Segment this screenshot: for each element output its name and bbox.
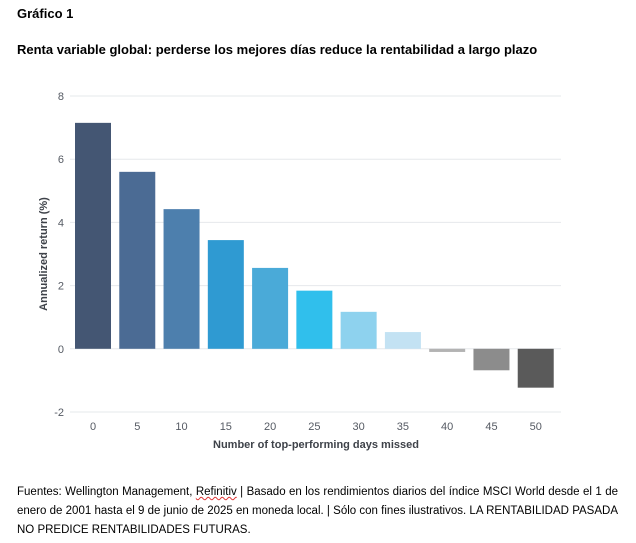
x-tick-label: 20 — [264, 421, 276, 433]
x-tick-label: 50 — [530, 421, 542, 433]
bar-50 — [517, 348, 554, 388]
bar-15 — [207, 240, 244, 349]
x-tick-label: 30 — [353, 421, 365, 433]
x-tick-label: 40 — [441, 421, 453, 433]
bar-5 — [119, 171, 156, 349]
y-tick-label: 0 — [58, 344, 64, 356]
y-axis-ticks: -2 0 2 4 6 8 — [54, 91, 64, 419]
y-tick-label: 8 — [58, 91, 64, 103]
x-tick-label: 35 — [397, 421, 409, 433]
source-text-end: | Basado en los rendimientos diarios del… — [17, 486, 618, 536]
chart-title: Renta variable global: perderse los mejo… — [17, 42, 538, 57]
bar-25 — [296, 290, 333, 349]
source-flagged-word: Refinitiv — [195, 486, 237, 498]
bar-10 — [163, 209, 200, 349]
y-tick-label: -2 — [54, 407, 64, 419]
y-tick-label: 2 — [58, 281, 64, 293]
y-tick-label: 6 — [58, 154, 64, 166]
x-axis-ticks: 0 5 10 15 20 25 30 35 40 45 50 — [90, 421, 542, 433]
bar-0 — [75, 122, 111, 349]
x-tick-label: 0 — [90, 421, 96, 433]
y-axis-title: Annualized return (%) — [38, 197, 50, 311]
x-tick-label: 15 — [220, 421, 232, 433]
bar-45 — [473, 348, 510, 371]
bar-40 — [429, 348, 466, 352]
figure-label: Gráfico 1 — [17, 6, 74, 21]
x-tick-label: 45 — [485, 421, 497, 433]
bar-chart: -2 0 2 4 6 8 0 5 10 15 20 25 30 35 40 45 50 Annualized … — [38, 91, 561, 451]
x-tick-label: 5 — [134, 421, 140, 433]
bar-20 — [252, 267, 289, 349]
bars — [75, 122, 554, 388]
x-tick-label: 10 — [175, 421, 187, 433]
x-tick-label: 25 — [308, 421, 320, 433]
bar-30 — [340, 311, 377, 349]
y-tick-label: 4 — [58, 217, 64, 229]
x-axis-title: Number of top-performing days missed — [213, 439, 419, 451]
source-text-start: Fuentes: Wellington Management, — [17, 486, 196, 498]
source-note: Fuentes: Wellington Management, Refiniti… — [17, 483, 618, 540]
bar-35 — [384, 332, 421, 349]
